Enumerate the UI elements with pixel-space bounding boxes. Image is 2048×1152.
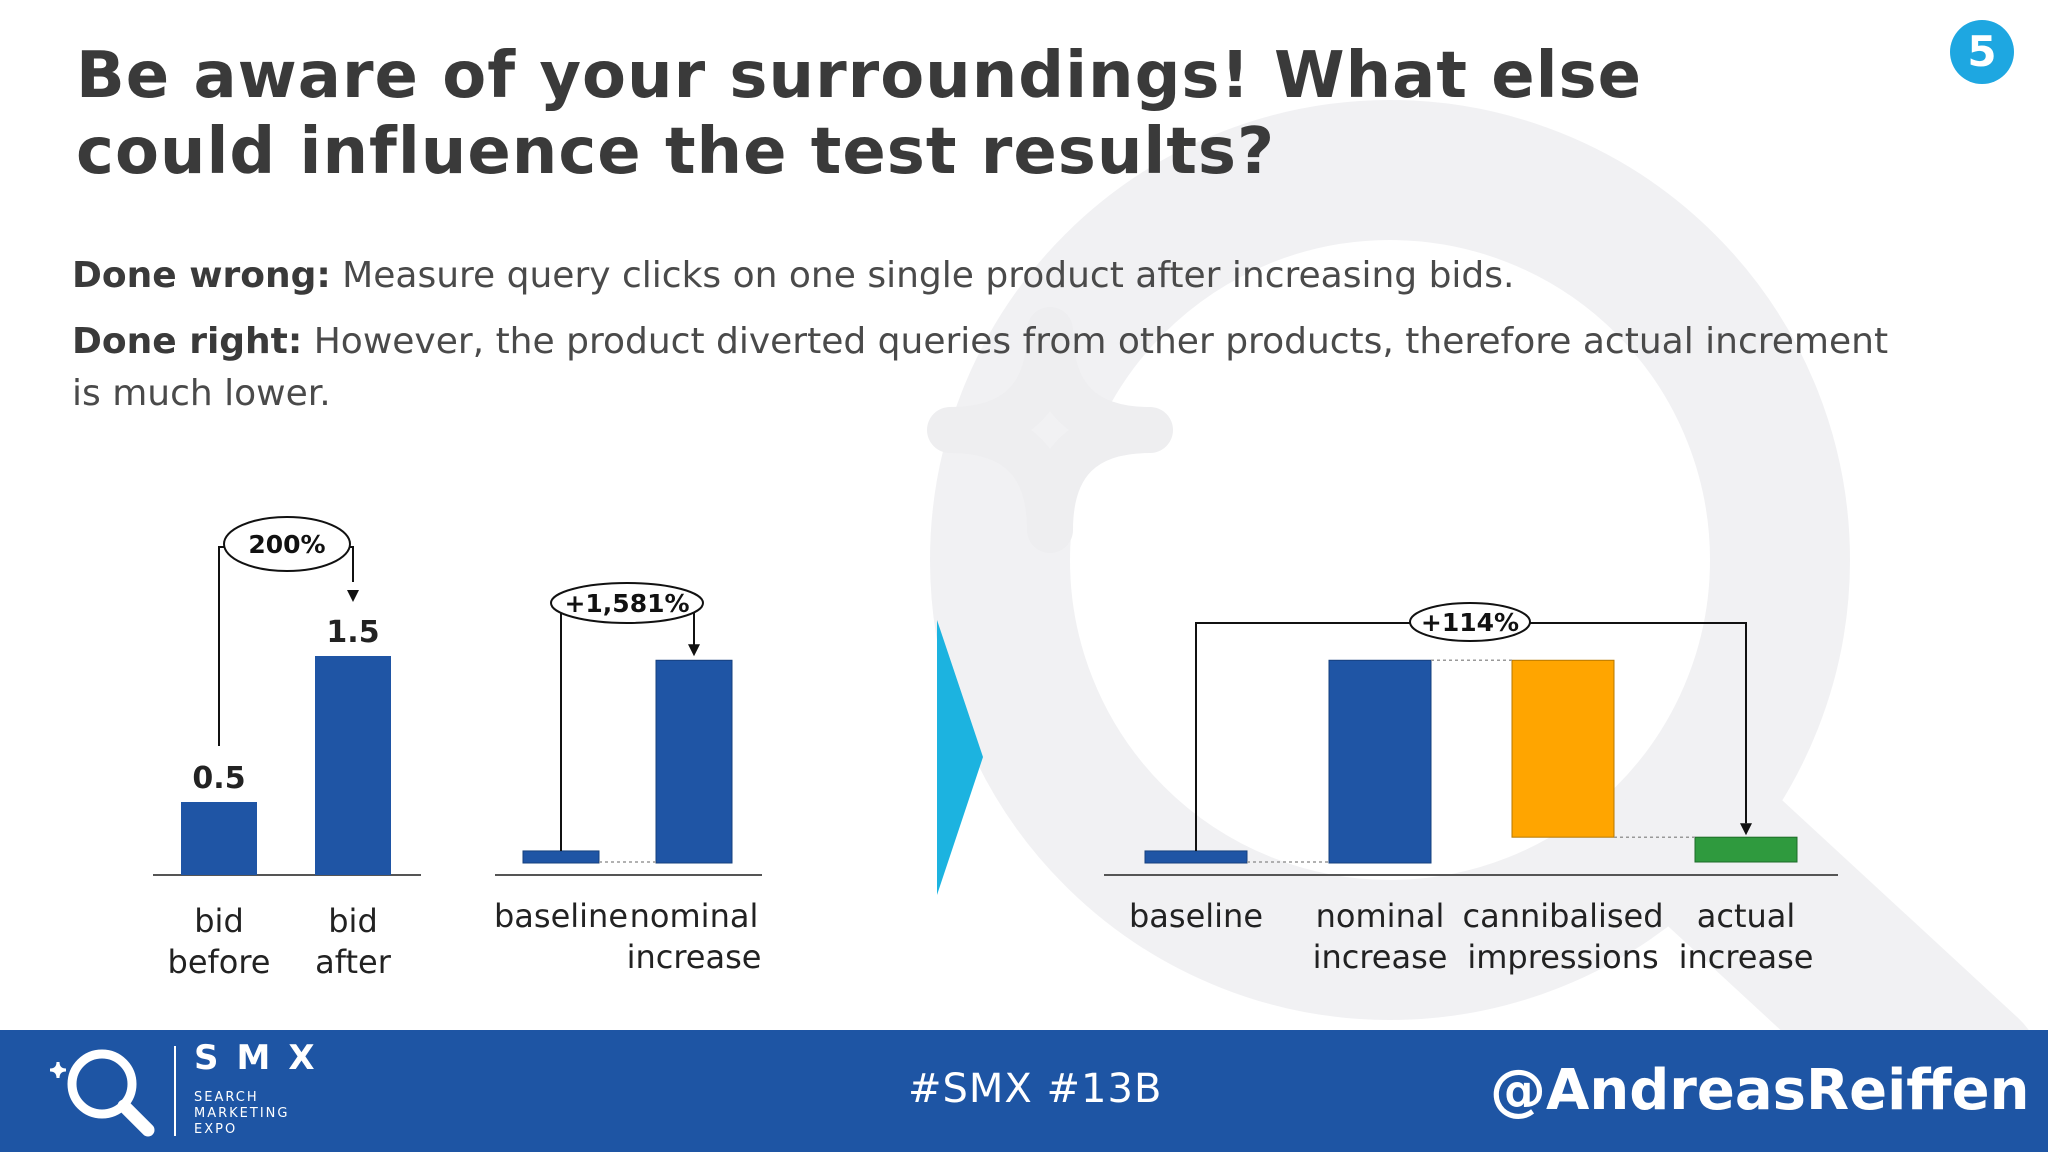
- smx-subtitle-line: MARKETING: [194, 1106, 290, 1121]
- chart1-arrow-head: [347, 590, 359, 602]
- chart1-change-callout: [223, 516, 351, 572]
- smx-logo-text: SMX: [194, 1038, 333, 1078]
- chart3-category-label: actual: [1697, 897, 1796, 935]
- chart3-category-label: impressions: [1467, 938, 1658, 976]
- chart3-change-callout-text: +114%: [1421, 608, 1519, 637]
- chart3-bar-baseline: [1144, 850, 1248, 864]
- chart1-category-label: after: [315, 943, 392, 981]
- footer-bar: [0, 1030, 2048, 1152]
- smx-subtitle-line: EXPO: [194, 1122, 238, 1137]
- slide-number-badge: 5: [1950, 20, 2014, 84]
- chart1-data-label: 1.5: [326, 615, 379, 650]
- chart3-category-label: increase: [1313, 938, 1448, 976]
- chart3-category-label: increase: [1679, 938, 1814, 976]
- done-right-label: Done right:: [72, 321, 303, 362]
- chart2-change-callout: [550, 582, 704, 624]
- chart2-arrow-head: [688, 644, 700, 657]
- twitter-handle: @AndreasReiffen: [1490, 1058, 2030, 1123]
- chart2-category-label: nominal: [630, 897, 759, 935]
- event-hashtags: #SMX #13B: [908, 1066, 1163, 1112]
- chart2-bar-nominal-increase: [655, 659, 733, 864]
- chart3-category-label: baseline: [1129, 897, 1263, 935]
- chart3-bar-actual-increase: [1694, 836, 1798, 863]
- transition-chevron-icon: [937, 620, 983, 895]
- chart3-change-callout: [1409, 602, 1531, 642]
- chart3-bar-cannibalised-impressions: [1511, 659, 1615, 838]
- chart1-bar-bid-before: [181, 802, 257, 875]
- done-wrong-label: Done wrong:: [72, 255, 331, 296]
- slide-title: Be aware of your surroundings! What else…: [76, 39, 1643, 189]
- chart1-category-label: bid: [328, 902, 378, 940]
- done-right-description: However, the product diverted queries fr…: [72, 321, 1889, 414]
- chart2-category-label: increase: [627, 938, 762, 976]
- chart3-arrow-head: [1740, 823, 1752, 836]
- chart2-bar-baseline: [522, 850, 600, 864]
- smx-logo-subtitle: SEARCH MARKETING EXPO: [194, 1090, 289, 1138]
- chart3-category-label: cannibalised: [1462, 897, 1663, 935]
- chart1-change-callout-text: 200%: [248, 530, 325, 559]
- chart3-bar-nominal-increase: [1328, 659, 1432, 864]
- done-wrong-text: Done wrong: Measure query clicks on one …: [72, 250, 1922, 302]
- done-right-text: Done right: However, the product diverte…: [72, 316, 1922, 420]
- chart3-change-connector: [1195, 622, 1747, 851]
- chart2-change-callout-text: +1,581%: [564, 589, 689, 618]
- chart2-category-label: baseline: [494, 897, 628, 935]
- chart1-category-label: bid: [194, 902, 244, 940]
- smx-subtitle-line: SEARCH: [194, 1090, 259, 1105]
- smx-logo-magnifier-icon: [49, 1049, 155, 1137]
- done-wrong-description: Measure query clicks on one single produ…: [330, 255, 1515, 296]
- chart1-category-label: before: [168, 943, 271, 981]
- chart1-bar-bid-after: [315, 656, 391, 875]
- footer-logo-divider: [174, 1046, 176, 1136]
- chart3-category-label: nominal: [1316, 897, 1445, 935]
- chart1-data-label: 0.5: [192, 761, 245, 796]
